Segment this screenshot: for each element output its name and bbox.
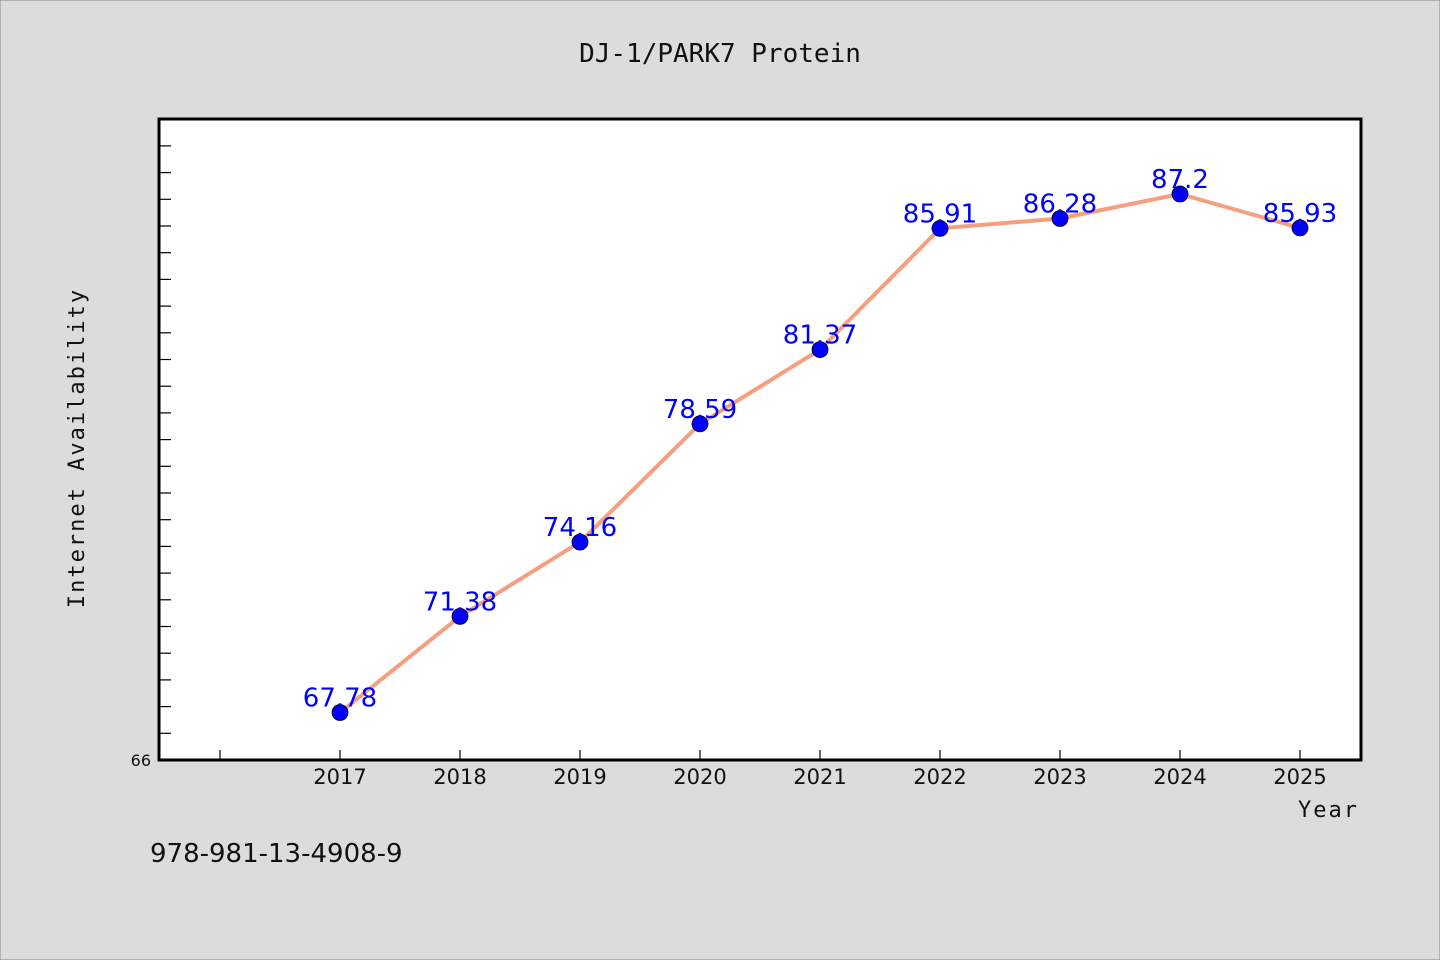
x-axis-ticks: 2017 2018 2019 2020 2021 2022 2023 2024 2025 — [219, 750, 1327, 789]
isbn-footer: 978-981-13-4908-9 — [150, 839, 403, 869]
data-label: 78.59 — [663, 395, 737, 425]
data-label: 74.16 — [543, 513, 617, 543]
data-label: 87.2 — [1151, 165, 1209, 195]
data-label: 86.28 — [1023, 190, 1097, 220]
data-point — [931, 219, 949, 237]
data-label: 81.37 — [783, 321, 857, 351]
data-point — [451, 608, 469, 625]
data-label: 85.91 — [903, 199, 977, 229]
y-axis-ticks: 66 — [131, 145, 171, 770]
x-tick-label: 2018 — [433, 765, 486, 789]
y-tick-label: 66 — [131, 751, 151, 770]
data-point — [571, 533, 589, 551]
data-point — [1051, 210, 1069, 227]
data-label: 85.93 — [1263, 199, 1337, 229]
x-tick-label: 2021 — [793, 765, 846, 789]
y-axis-label: Internet Availability — [65, 288, 90, 608]
x-tick-label: 2017 — [313, 765, 366, 789]
plot-area — [157, 117, 1363, 762]
x-tick-label: 2020 — [673, 765, 726, 789]
x-tick-label: 2022 — [913, 765, 966, 789]
data-label: 71.38 — [423, 587, 497, 617]
data-markers — [331, 185, 1309, 721]
x-tick-label: 2025 — [1273, 765, 1326, 789]
data-point — [811, 341, 829, 359]
x-tick-label: 2024 — [1153, 765, 1206, 789]
x-tick-label: 2023 — [1033, 765, 1086, 789]
data-point — [331, 704, 349, 721]
data-point — [691, 415, 709, 433]
data-labels: 67.78 71.38 74.16 78.59 81.37 85.91 86.28 87.2 8… — [303, 165, 1337, 714]
x-axis-label: Year — [1298, 798, 1359, 823]
data-point — [1291, 219, 1309, 237]
x-tick-label: 2019 — [553, 765, 606, 789]
data-label: 67.78 — [303, 684, 377, 714]
data-point — [1171, 185, 1189, 203]
chart-title: DJ-1/PARK7 Protein — [579, 39, 861, 69]
